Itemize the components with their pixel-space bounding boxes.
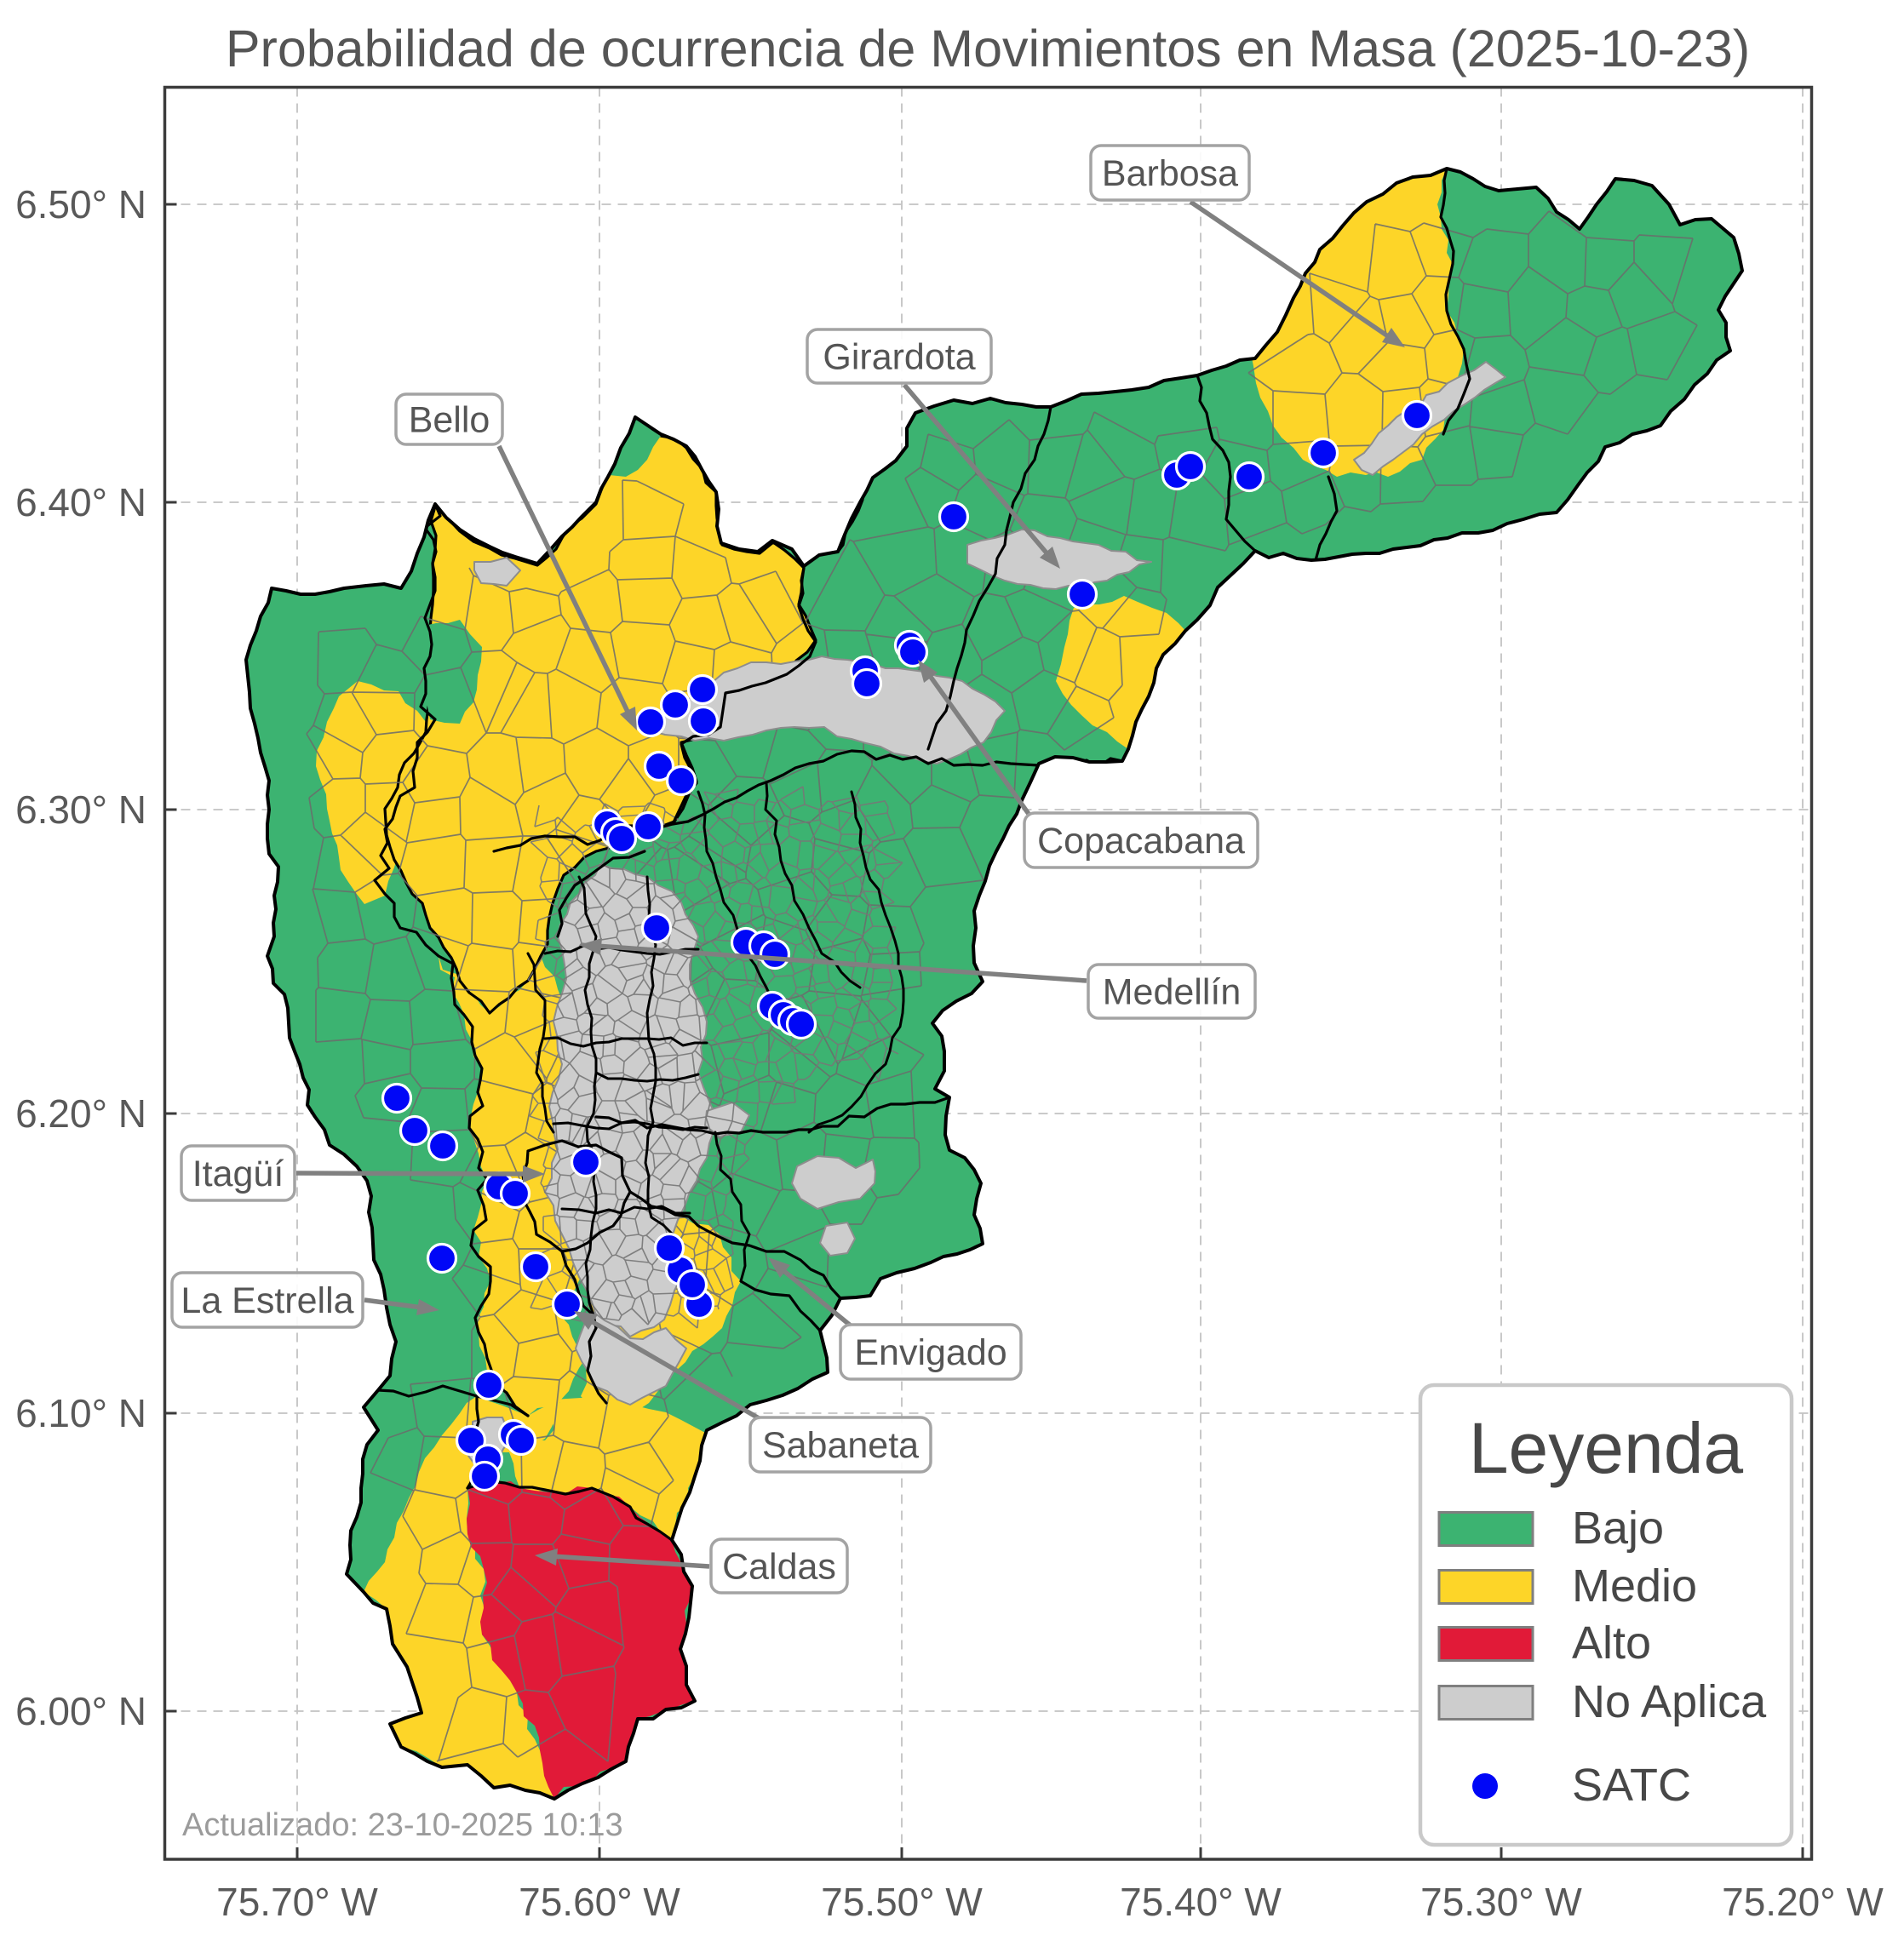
svg-text:Barbosa: Barbosa <box>1102 153 1238 194</box>
svg-text:75.30° W: 75.30° W <box>1420 1880 1582 1924</box>
svg-text:75.20° W: 75.20° W <box>1722 1880 1884 1924</box>
svg-text:Copacabana: Copacabana <box>1037 821 1245 862</box>
svg-text:Bajo: Bajo <box>1572 1503 1664 1554</box>
svg-text:Caldas: Caldas <box>722 1547 836 1588</box>
svg-text:Leyenda: Leyenda <box>1469 1408 1744 1488</box>
svg-text:Girardota: Girardota <box>823 337 975 378</box>
svg-text:6.30° N: 6.30° N <box>15 787 146 832</box>
svg-text:6.20° N: 6.20° N <box>15 1091 146 1136</box>
svg-text:No Aplica: No Aplica <box>1572 1676 1767 1727</box>
svg-text:75.70° W: 75.70° W <box>216 1880 378 1924</box>
svg-text:75.50° W: 75.50° W <box>821 1880 983 1924</box>
svg-text:75.40° W: 75.40° W <box>1120 1880 1282 1924</box>
svg-text:Medellín: Medellín <box>1103 972 1242 1013</box>
svg-text:Actualizado: 23-10-2025 10:13: Actualizado: 23-10-2025 10:13 <box>182 1807 623 1843</box>
svg-text:SATC: SATC <box>1572 1760 1691 1811</box>
svg-text:La Estrella: La Estrella <box>181 1280 353 1321</box>
svg-text:Itagüí: Itagüí <box>192 1154 284 1194</box>
svg-text:Sabaneta: Sabaneta <box>762 1425 919 1466</box>
svg-text:6.40° N: 6.40° N <box>15 480 146 524</box>
svg-text:6.10° N: 6.10° N <box>15 1391 146 1435</box>
svg-text:75.60° W: 75.60° W <box>519 1880 680 1924</box>
svg-text:6.00° N: 6.00° N <box>15 1689 146 1733</box>
svg-text:Bello: Bello <box>409 400 490 441</box>
svg-text:6.50° N: 6.50° N <box>15 182 146 226</box>
svg-text:Probabilidad de ocurrencia de: Probabilidad de ocurrencia de Movimiento… <box>226 20 1750 77</box>
svg-text:Alto: Alto <box>1572 1618 1651 1669</box>
svg-text:Medio: Medio <box>1572 1560 1697 1612</box>
svg-text:Envigado: Envigado <box>854 1332 1006 1373</box>
